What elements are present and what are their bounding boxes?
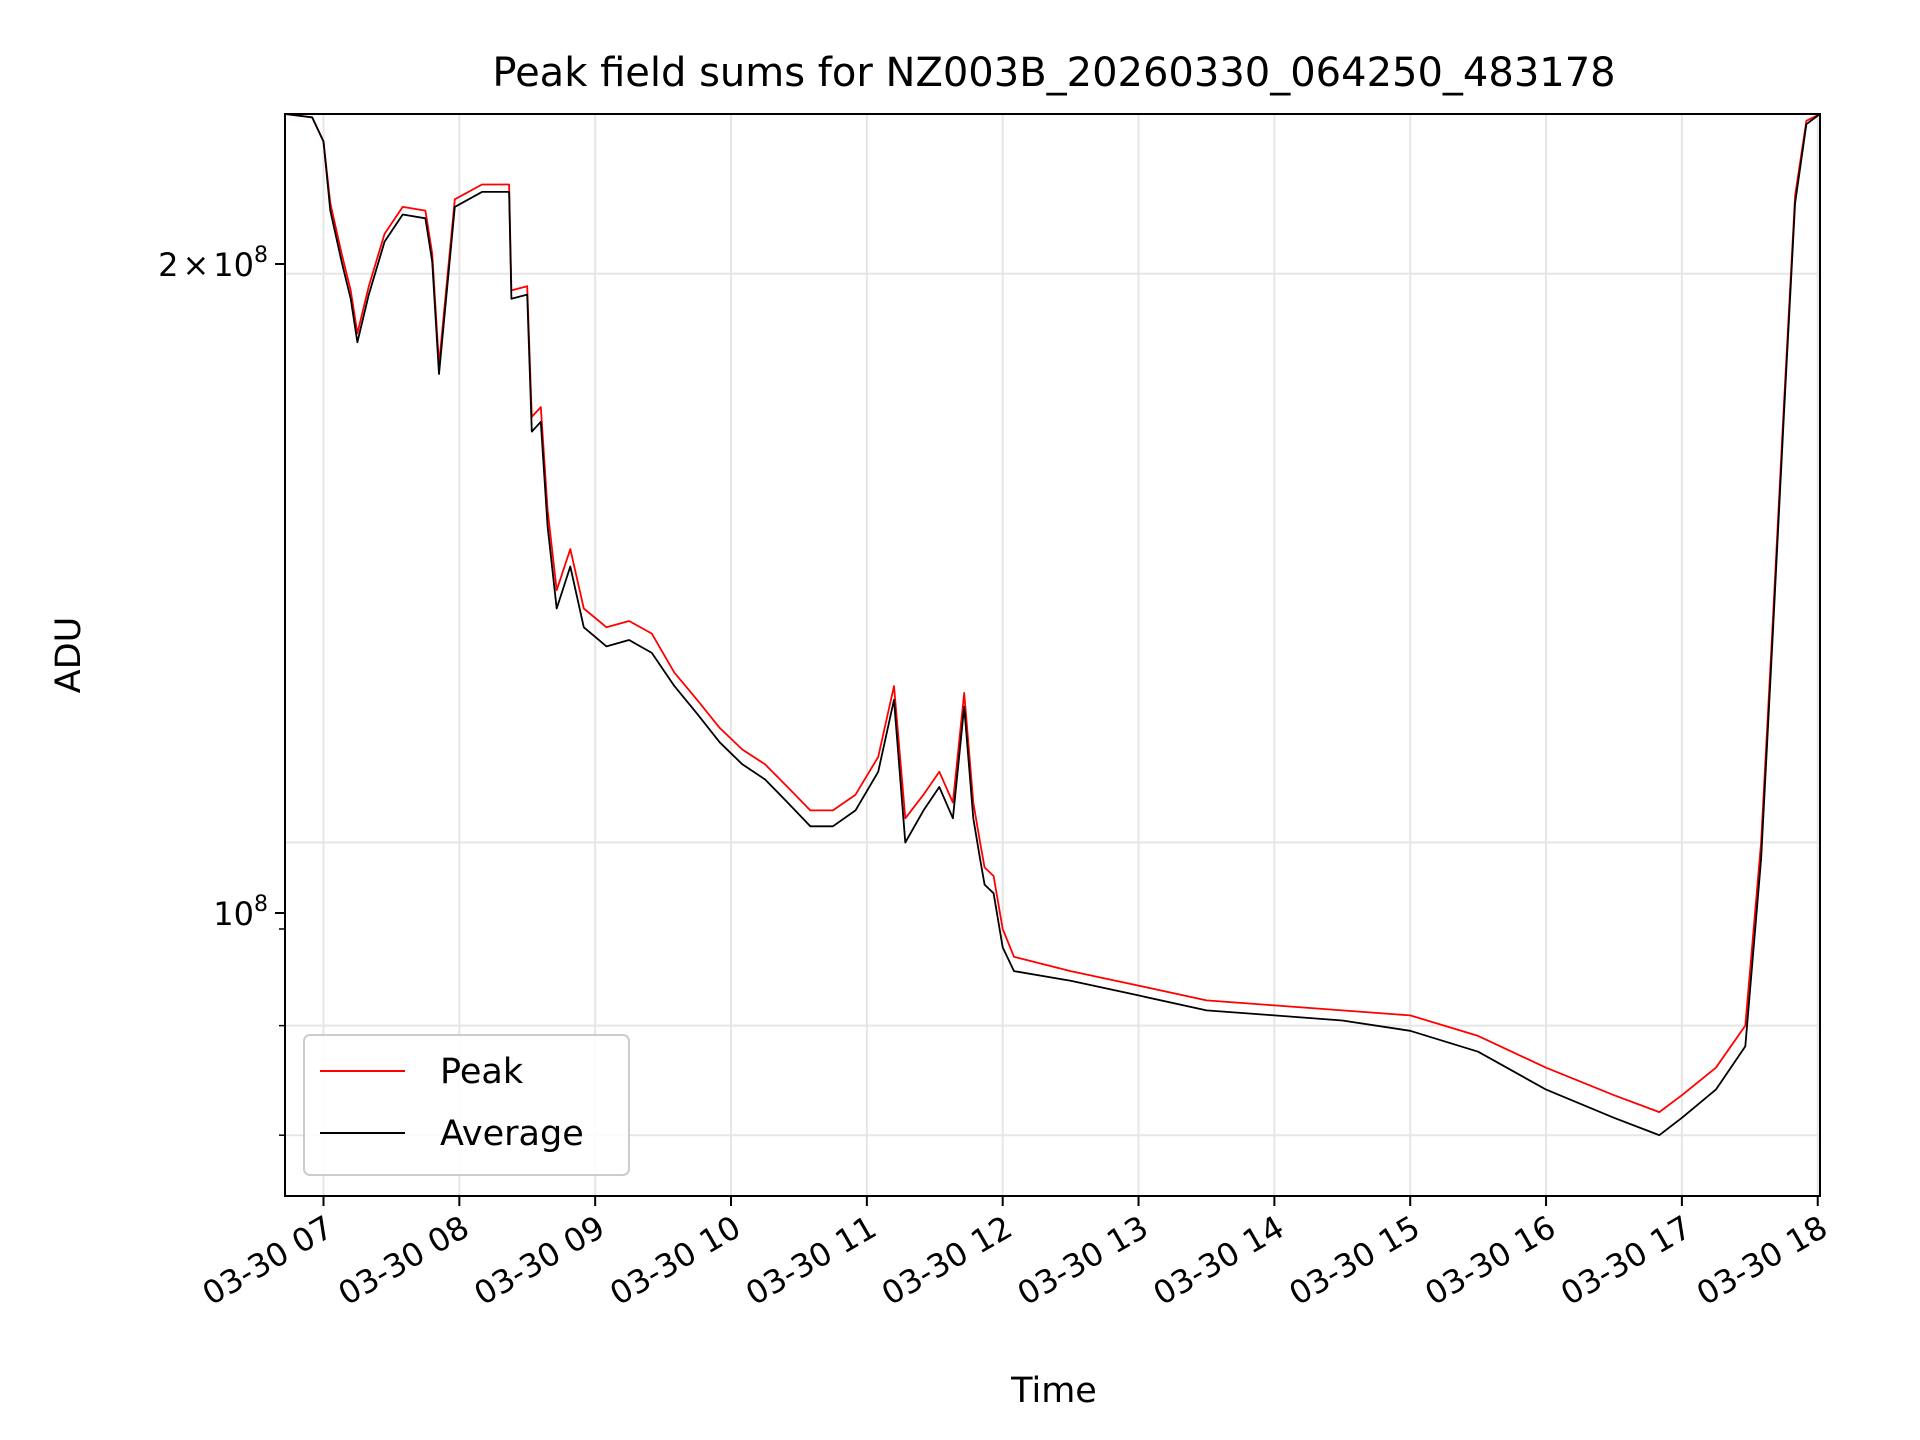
- legend: Peak Average: [303, 1034, 630, 1176]
- y-axis-label: ADU: [49, 617, 89, 694]
- series-layer: [285, 114, 1820, 1137]
- plot-frame: [284, 113, 1821, 1197]
- legend-label-average: Average: [440, 1114, 584, 1154]
- series-line-average: [285, 114, 1820, 1137]
- legend-label-peak: Peak: [440, 1052, 524, 1092]
- x-axis-label: Time: [1010, 1371, 1097, 1411]
- chart-title: Peak field sums for NZ003B_20260330_0642…: [492, 50, 1615, 96]
- y-tick-label-1e8: 108: [213, 892, 268, 933]
- y-tick-label-2e8: 2 × 108: [158, 243, 268, 284]
- y-ticks: 2 × 108 108: [158, 243, 285, 1136]
- grid: [285, 114, 1820, 1196]
